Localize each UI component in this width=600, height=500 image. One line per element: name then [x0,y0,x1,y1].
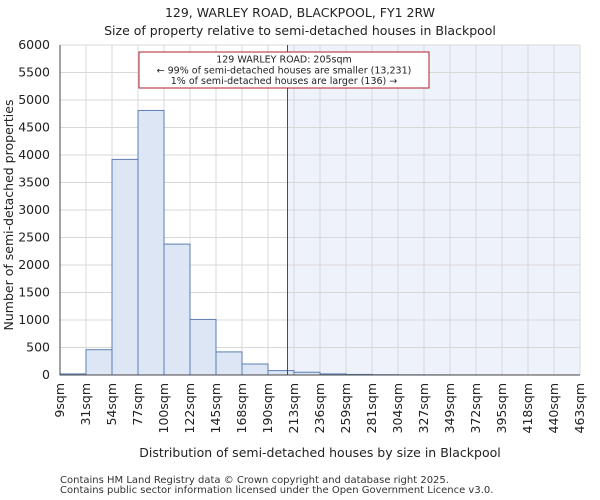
y-tick-label: 1500 [18,285,50,300]
x-tick-label: 304sqm [390,383,405,433]
y-tick-label: 2000 [18,257,50,272]
annotation-line2: ← 99% of semi-detached houses are smalle… [157,66,412,77]
x-tick-label: 418sqm [520,383,535,433]
x-tick-label: 349sqm [442,383,457,433]
chart-title: 129, WARLEY ROAD, BLACKPOOL, FY1 2RW [164,5,436,20]
histogram-bar [215,351,243,376]
y-tick-label: 5000 [18,92,50,107]
y-axis-label: Number of semi-detached properties [1,100,16,331]
x-tick-label: 77sqm [130,383,145,426]
y-tick-label: 1000 [18,312,50,327]
histogram-bar [267,370,295,376]
y-tick-label: 4000 [18,147,50,162]
x-tick-label: 100sqm [156,383,171,433]
histogram-bar [137,109,165,376]
annotation-line1: 129 WARLEY ROAD: 205sqm [216,55,352,66]
x-tick-label: 31sqm [78,383,93,426]
y-tick-label: 4500 [18,120,50,135]
annotation-box [138,51,430,89]
y-tick-label: 6000 [18,37,50,52]
x-tick-label: 54sqm [104,383,119,426]
x-tick-label: 9sqm [52,383,67,418]
x-tick-label: 145sqm [208,383,223,433]
y-tick-label: 0 [42,367,50,382]
x-tick-label: 395sqm [494,383,509,433]
annotation-line3: 1% of semi-detached houses are larger (1… [171,76,398,87]
histogram-bar [163,243,191,376]
histogram-bar [85,349,113,376]
y-tick-label: 3500 [18,175,50,190]
chart-subtitle: Size of property relative to semi-detach… [104,23,496,38]
y-tick-label: 5500 [18,65,50,80]
y-tick-label: 500 [26,340,50,355]
footer-licence: Contains public sector information licen… [60,485,494,496]
x-tick-label: 168sqm [234,383,249,433]
x-tick-label: 259sqm [338,383,353,433]
x-tick-label: 463sqm [572,383,587,433]
x-tick-label: 281sqm [364,383,379,433]
x-tick-label: 327sqm [416,383,431,433]
histogram-bar [189,318,217,376]
x-tick-label: 190sqm [260,383,275,433]
y-tick-label: 2500 [18,230,50,245]
x-axis-label: Distribution of semi-detached houses by … [139,445,500,460]
histogram-bar [111,158,139,376]
x-tick-label: 122sqm [182,383,197,433]
histogram-bar [241,363,269,376]
x-tick-label: 372sqm [468,383,483,433]
y-tick-label: 3000 [18,202,50,217]
x-tick-label: 213sqm [286,383,301,433]
x-tick-label: 440sqm [546,383,561,433]
x-tick-label: 236sqm [312,383,327,433]
footer-copyright: Contains HM Land Registry data © Crown c… [60,475,449,486]
